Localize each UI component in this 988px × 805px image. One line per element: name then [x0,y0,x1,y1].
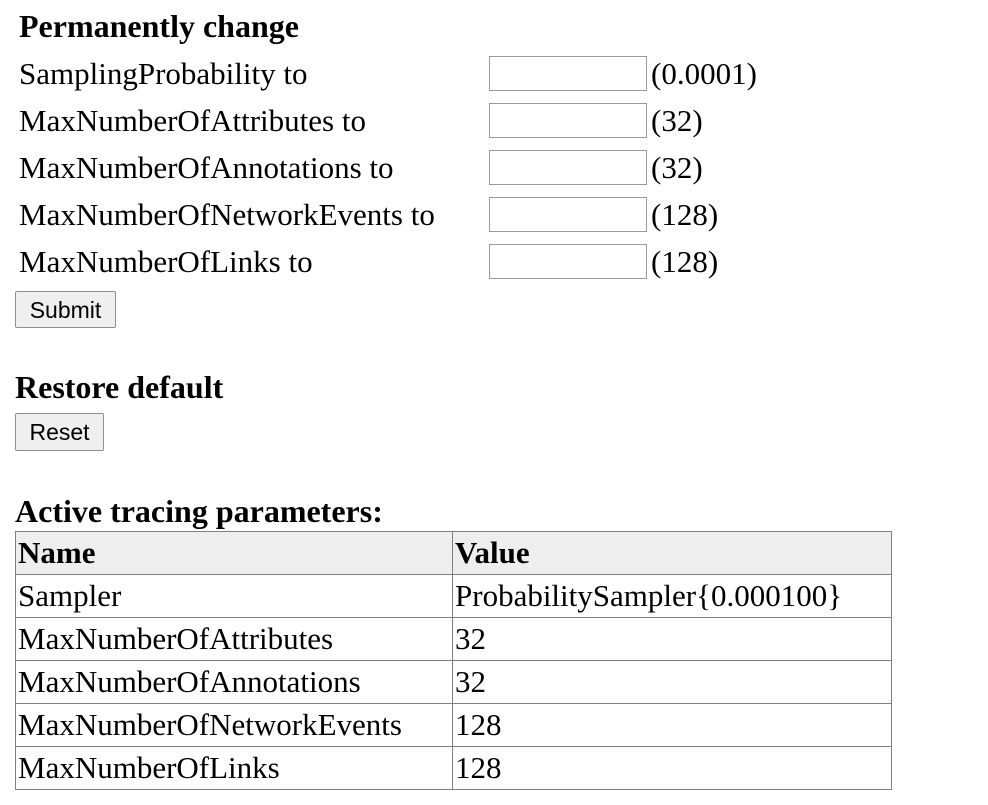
reset-button[interactable]: Reset [15,413,104,451]
param-label: MaxNumberOfLinks to [19,244,313,279]
column-header-name: Name [15,531,453,575]
param-name-cell: MaxNumberOfAttributes [15,617,453,661]
permanently-change-heading: Permanently change [19,8,299,44]
table-row: MaxNumberOfNetworkEvents 128 [15,703,892,747]
param-default-value: (128) [651,244,719,279]
sampling-probability-input[interactable] [489,56,647,91]
table-row: MaxNumberOfAttributes 32 [15,617,892,661]
param-default-value: (128) [651,197,719,232]
param-default-value: (32) [651,103,703,138]
param-row-max-annotations: MaxNumberOfAnnotations to (32) [19,144,757,191]
column-header-value: Value [452,531,892,575]
param-name-cell: MaxNumberOfNetworkEvents [15,703,453,747]
param-default-value: (32) [651,150,703,185]
param-label: SamplingProbability to [19,56,308,91]
active-params-table: Name Value Sampler ProbabilitySampler{0.… [15,531,892,790]
param-name-cell: Sampler [15,574,453,618]
param-name-cell: MaxNumberOfLinks [15,746,453,790]
param-row-max-network-events: MaxNumberOfNetworkEvents to (128) [19,191,757,238]
max-attributes-input[interactable] [489,103,647,138]
param-value-cell: 128 [452,703,892,747]
param-value-cell: 128 [452,746,892,790]
param-label: MaxNumberOfNetworkEvents to [19,197,435,232]
param-label: MaxNumberOfAttributes to [19,103,366,138]
param-name-cell: MaxNumberOfAnnotations [15,660,453,704]
param-value-cell: 32 [452,660,892,704]
table-row: MaxNumberOfAnnotations 32 [15,660,892,704]
submit-button[interactable]: Submit [15,291,116,328]
param-row-sampling-probability: SamplingProbability to (0.0001) [19,50,757,97]
restore-default-heading: Restore default [15,369,224,405]
max-network-events-input[interactable] [489,197,647,232]
active-params-heading: Active tracing parameters: [15,493,383,529]
max-links-input[interactable] [489,244,647,279]
param-value-cell: 32 [452,617,892,661]
max-annotations-input[interactable] [489,150,647,185]
table-header-row: Name Value [15,531,892,575]
param-default-value: (0.0001) [651,56,757,91]
table-row: MaxNumberOfLinks 128 [15,746,892,790]
param-form-table: SamplingProbability to (0.0001) MaxNumbe… [19,50,757,285]
param-value-cell: ProbabilitySampler{0.000100} [452,574,892,618]
param-row-max-links: MaxNumberOfLinks to (128) [19,238,757,285]
param-row-max-attributes: MaxNumberOfAttributes to (32) [19,97,757,144]
param-label: MaxNumberOfAnnotations to [19,150,394,185]
table-row: Sampler ProbabilitySampler{0.000100} [15,574,892,618]
